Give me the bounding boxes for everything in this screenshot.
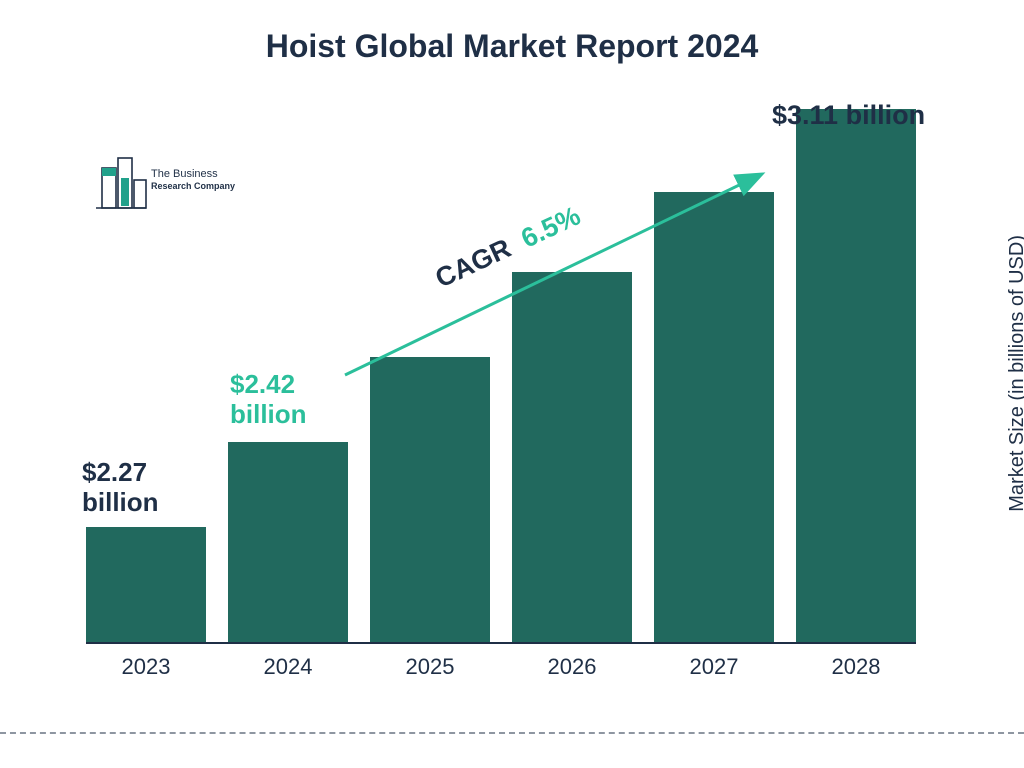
x-axis-labels: 2023 2024 2025 2026 2027 2028 — [86, 654, 916, 680]
bar-2025 — [370, 357, 490, 642]
bar-slot-2027 — [654, 192, 774, 642]
callout-2023-l1: $2.27 — [82, 458, 159, 488]
x-label-3: 2026 — [512, 654, 632, 680]
callout-2024: $2.42 billion — [230, 370, 307, 430]
x-label-1: 2024 — [228, 654, 348, 680]
callout-2024-l1: $2.42 — [230, 370, 307, 400]
bar-slot-2026 — [512, 272, 632, 642]
bar-slot-2025 — [370, 357, 490, 642]
bar-2028 — [796, 109, 916, 642]
x-axis-line — [86, 642, 916, 644]
bars-group — [86, 108, 916, 642]
footer-dashed-line — [0, 732, 1024, 734]
bar-slot-2023 — [86, 527, 206, 642]
bar-chart: 2023 2024 2025 2026 2027 2028 — [86, 108, 916, 678]
x-label-2: 2025 — [370, 654, 490, 680]
x-label-5: 2028 — [796, 654, 916, 680]
chart-title: Hoist Global Market Report 2024 — [0, 28, 1024, 65]
callout-2028: $3.11 billion — [772, 100, 925, 131]
bar-2027 — [654, 192, 774, 642]
callout-2024-l2: billion — [230, 400, 307, 430]
x-label-0: 2023 — [86, 654, 206, 680]
callout-2028-l1: $3.11 billion — [772, 100, 925, 131]
bar-slot-2024 — [228, 442, 348, 642]
bar-2026 — [512, 272, 632, 642]
chart-container: Hoist Global Market Report 2024 The Busi… — [0, 0, 1024, 768]
callout-2023-l2: billion — [82, 488, 159, 518]
x-label-4: 2027 — [654, 654, 774, 680]
bar-slot-2028 — [796, 109, 916, 642]
bar-2024 — [228, 442, 348, 642]
y-axis-label: Market Size (in billions of USD) — [1006, 235, 1024, 512]
callout-2023: $2.27 billion — [82, 458, 159, 518]
bar-2023 — [86, 527, 206, 642]
